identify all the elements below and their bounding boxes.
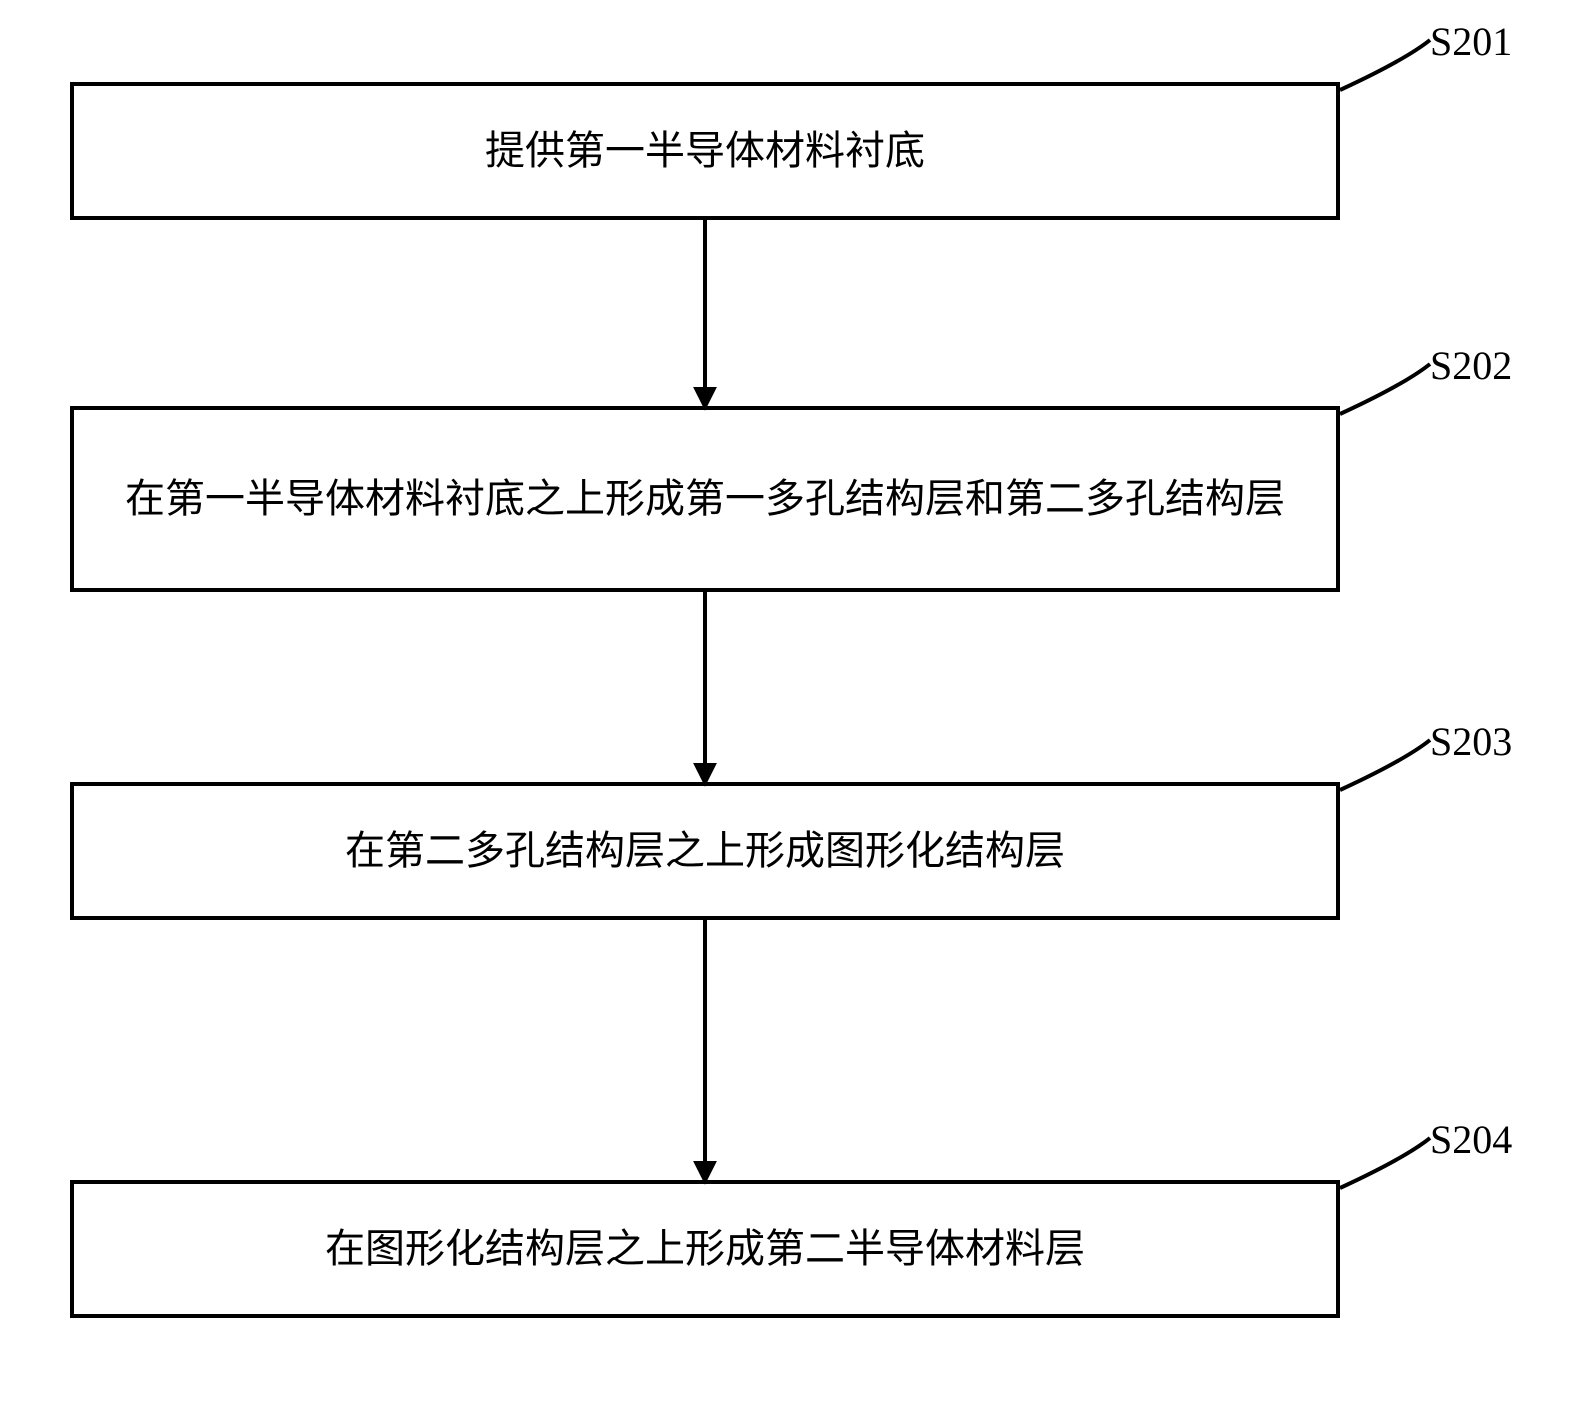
connector-layer (0, 0, 1570, 1428)
flowchart-canvas: 提供第一半导体材料衬底 在第一半导体材料衬底之上形成第一多孔结构层和第二多孔结构… (0, 0, 1570, 1428)
